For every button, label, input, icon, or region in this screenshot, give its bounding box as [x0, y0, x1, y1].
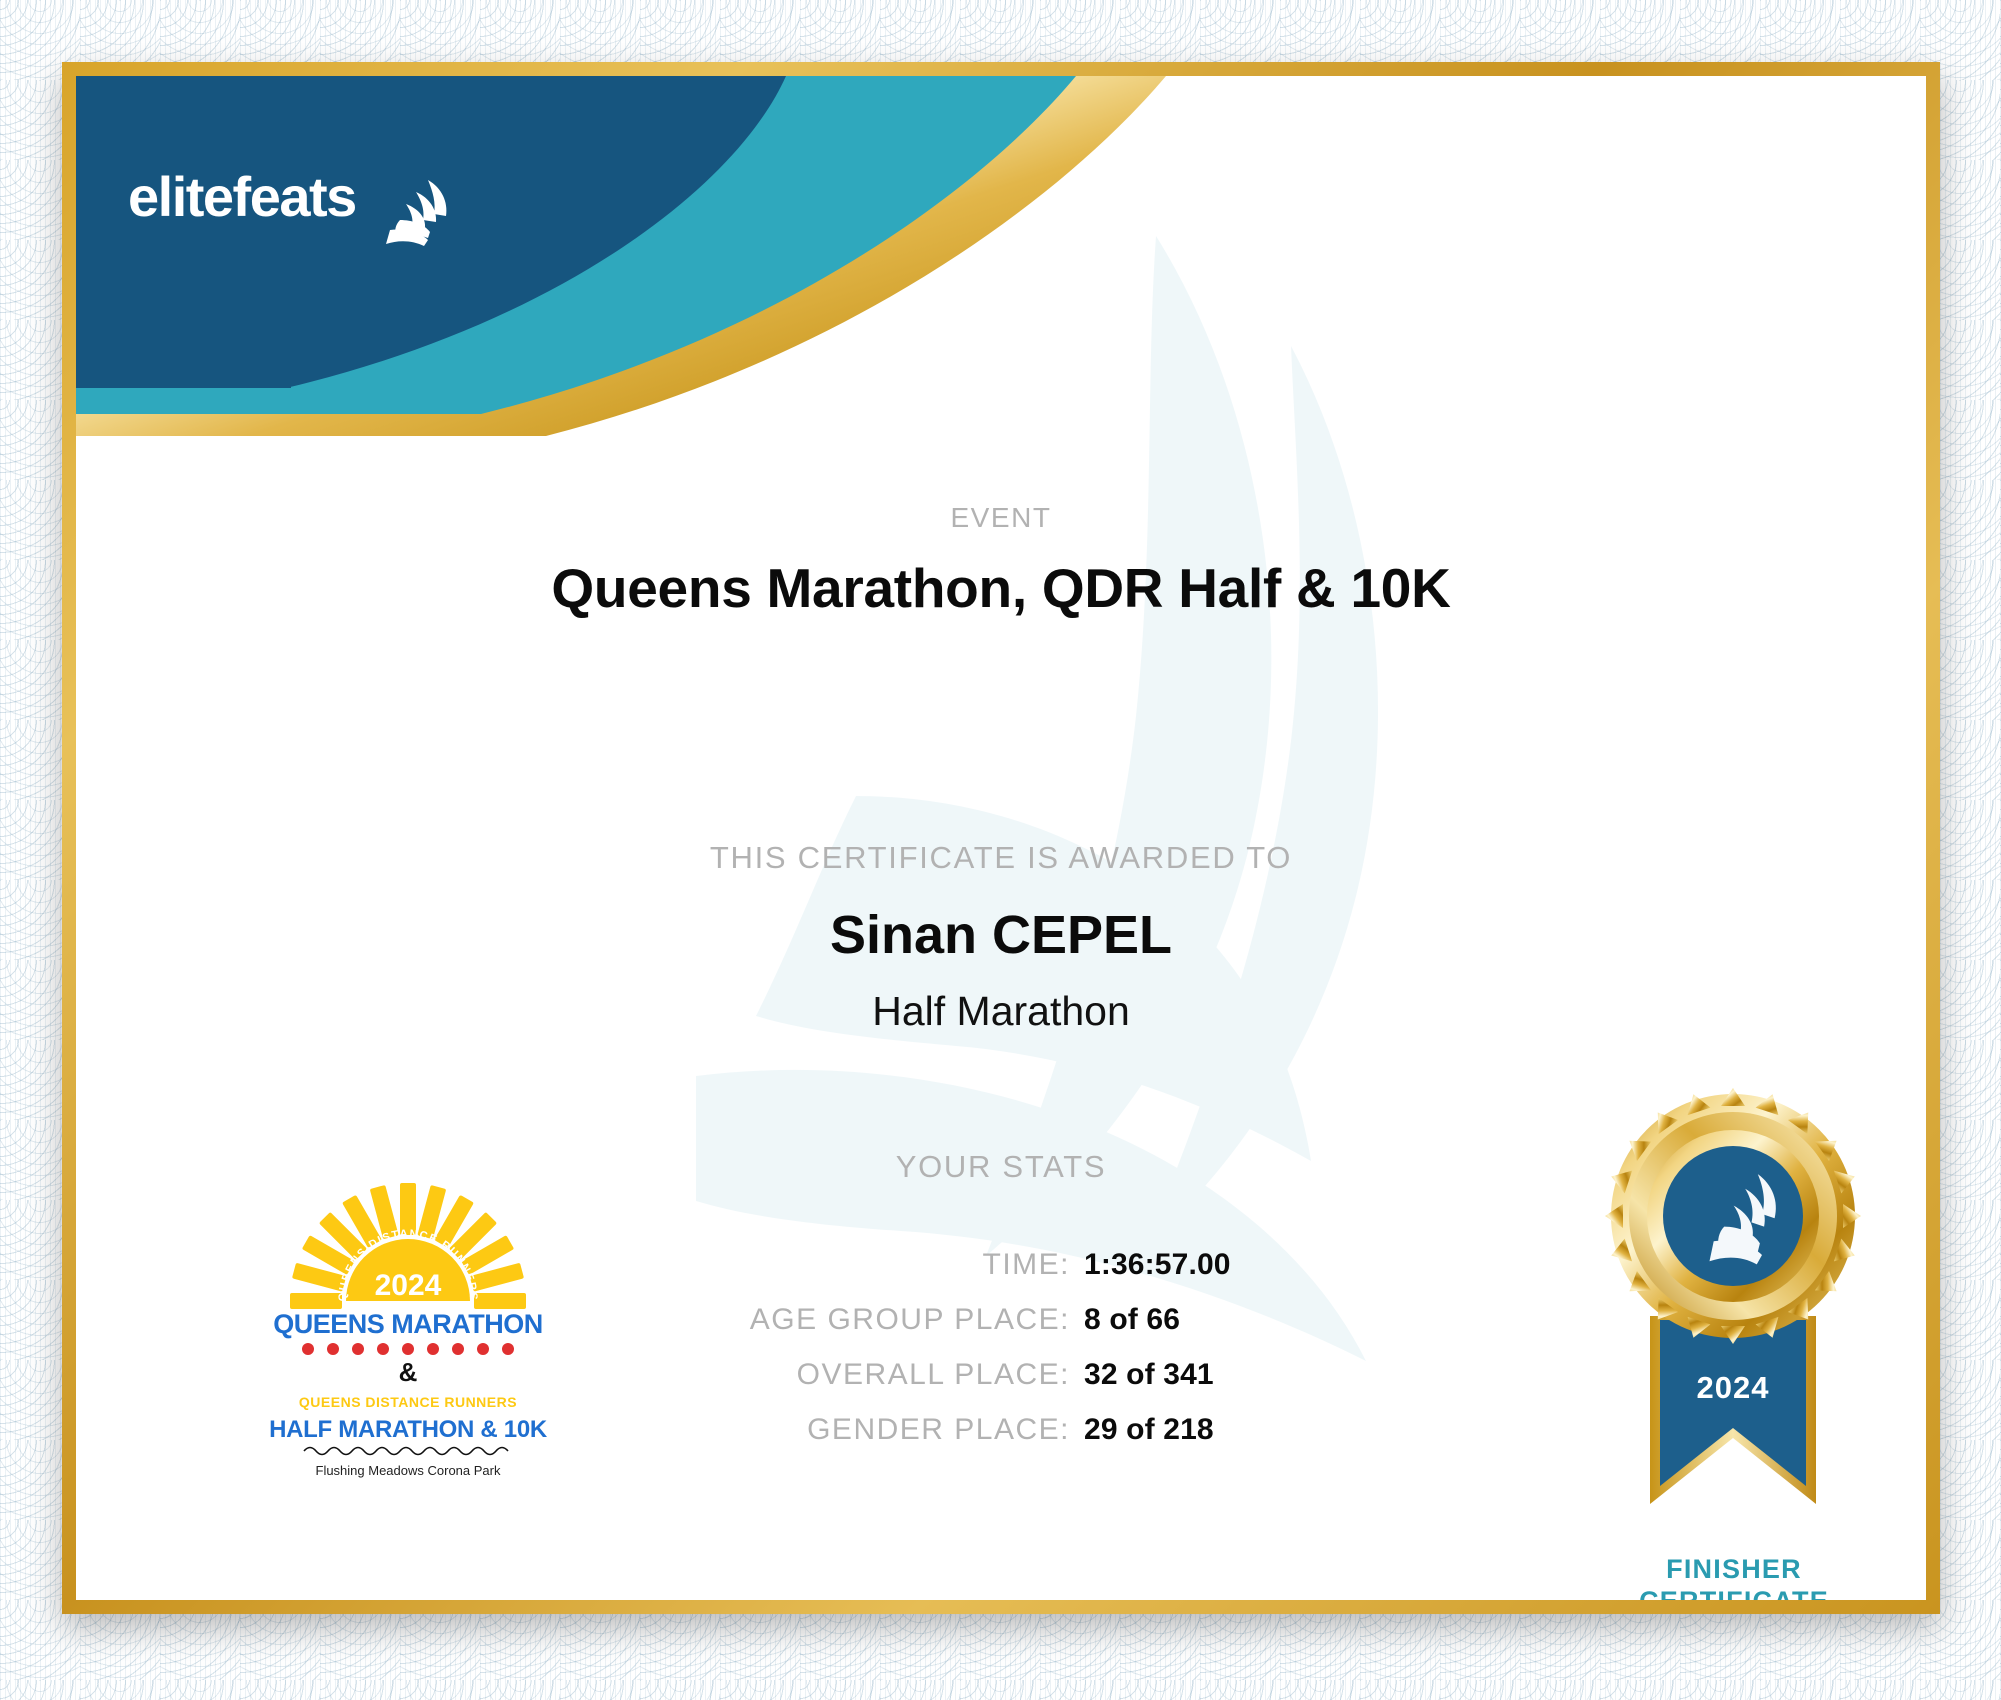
- event-title: Queens Marathon, QDR Half & 10K: [551, 557, 1451, 619]
- stat-value: 29 of 218: [1084, 1413, 1214, 1446]
- event-logo-line2: QUEENS DISTANCE RUNNERS: [299, 1394, 517, 1410]
- awarded-to-label: THIS CERTIFICATE IS AWARDED TO: [709, 840, 1293, 875]
- red-dot-row: [302, 1343, 514, 1355]
- sunburst-rays: [290, 1183, 526, 1309]
- medal-caption-line1: FINISHER: [1666, 1554, 1802, 1584]
- winged-foot-icon: [386, 180, 447, 246]
- stat-row-time: TIME: 1:36:57.00: [76, 1248, 1266, 1282]
- header-decoration: [76, 76, 1166, 436]
- stat-key: OVERALL PLACE:: [796, 1358, 1070, 1391]
- stat-value: 32 of 341: [1084, 1358, 1214, 1391]
- medal-year: 2024: [1697, 1370, 1770, 1405]
- event-logo-venue: Flushing Meadows Corona Park: [316, 1463, 501, 1478]
- elitefeats-wordmark: elitefeats: [128, 165, 447, 246]
- gold-border-frame: elitefeats EVENT Queens Marathon, QDR Ha…: [62, 62, 1940, 1614]
- stat-key: TIME:: [982, 1248, 1070, 1281]
- wavy-divider: [303, 1446, 509, 1456]
- stat-row-overall-place: OVERALL PLACE: 32 of 341: [76, 1358, 1266, 1392]
- race-distance: Half Marathon: [872, 988, 1130, 1034]
- event-logo-line1: QUEENS MARATHON: [273, 1309, 543, 1339]
- stat-row-gender-place: GENDER PLACE: 29 of 218: [76, 1413, 1266, 1447]
- your-stats-label: YOUR STATS: [895, 1149, 1107, 1184]
- certificate-card: elitefeats EVENT Queens Marathon, QDR Ha…: [76, 76, 1926, 1600]
- winged-foot-icon: [1709, 1174, 1776, 1265]
- recipient-name: Sinan CEPEL: [829, 905, 1173, 965]
- medal-ribbon: [1650, 1316, 1816, 1504]
- event-label: EVENT: [950, 502, 1052, 533]
- svg-text:elitefeats: elitefeats: [128, 165, 356, 228]
- event-logo-ampersand: &: [399, 1357, 418, 1387]
- event-logo-line3: HALF MARATHON & 10K: [269, 1416, 548, 1443]
- stat-row-age-group-place: AGE GROUP PLACE: 8 of 66: [76, 1303, 1266, 1337]
- queens-marathon-event-logo: QUEENS DISTANCE RUNNERS 2024 QUEENS MARA…: [269, 1183, 548, 1478]
- stats-list: TIME: 1:36:57.00 AGE GROUP PLACE: 8 of 6…: [76, 1248, 1266, 1468]
- stat-key: AGE GROUP PLACE:: [749, 1303, 1070, 1336]
- stat-value: 1:36:57.00: [1084, 1248, 1231, 1281]
- stat-key: GENDER PLACE:: [807, 1413, 1070, 1446]
- medal-rosette: [1605, 1088, 1861, 1344]
- finisher-medal: 2024: [1605, 1088, 1861, 1504]
- medal-caption-line2: CERTIFICATE: [1546, 1586, 1922, 1600]
- elitefeats-logo: elitefeats: [128, 158, 508, 248]
- medal-caption: FINISHER CERTIFICATE: [1546, 1554, 1922, 1600]
- stat-value: 8 of 66: [1084, 1303, 1181, 1336]
- event-logo-year: 2024: [375, 1269, 442, 1302]
